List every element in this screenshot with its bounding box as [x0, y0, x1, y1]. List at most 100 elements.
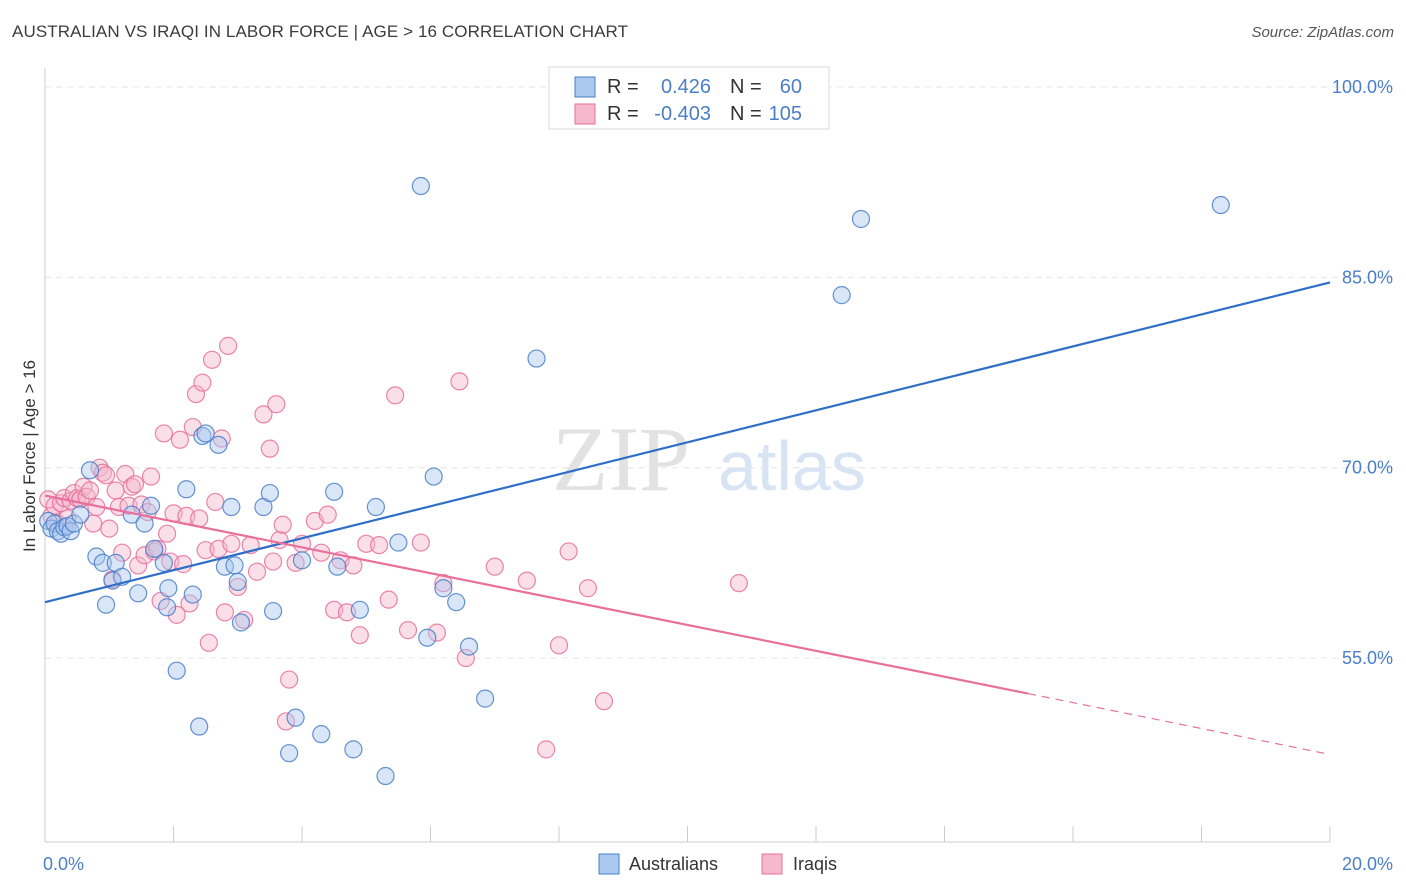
australians-point-38 — [260, 483, 279, 503]
iraqis-point-85 — [411, 533, 430, 552]
legend-r-value-2: -0.403 — [654, 103, 711, 125]
australians-point-58 — [527, 349, 546, 368]
iraqis-point-88 — [450, 372, 469, 391]
iraqis-point-19 — [100, 519, 119, 538]
legend-r-value-1: 0.426 — [661, 76, 711, 98]
bottom-legend-australians: Australians — [629, 854, 718, 874]
australians-point-60 — [851, 209, 871, 229]
iraqis-point-32 — [141, 467, 161, 486]
australians-point-35 — [228, 572, 247, 591]
y-tick-label-100: 100.0% — [1332, 77, 1393, 97]
iraqis-point-18 — [96, 466, 116, 485]
iraqis-point-65 — [267, 395, 286, 414]
iraqis-point-46 — [186, 384, 206, 404]
iraqis-point-96 — [594, 692, 614, 711]
legend-bottom: Australians Iraqis — [598, 853, 837, 875]
iraqis-point-80 — [357, 534, 376, 553]
iraqis-point-62 — [254, 405, 273, 424]
iraqis-point-82 — [379, 590, 398, 609]
iraqis-trend-line-extension — [1027, 692, 1331, 756]
iraqis-point-87 — [434, 574, 453, 593]
source-label: Source: ZipAtlas.com — [1251, 24, 1394, 41]
iraqis-point-13 — [80, 481, 100, 500]
australians-point-36 — [231, 613, 251, 632]
australians-point-18 — [129, 584, 148, 603]
legend-n-label-2: N = — [730, 103, 762, 125]
y-tick-labels: 55.0% 70.0% 85.0% 100.0% — [1332, 77, 1393, 668]
australians-point-31 — [209, 435, 228, 454]
australians-point-34 — [225, 556, 244, 575]
iraqis-point-90 — [485, 557, 504, 576]
iraqis-trend-line — [44, 494, 1029, 695]
australians-point-56 — [459, 637, 479, 656]
australians-point-48 — [366, 497, 385, 517]
australians-point-23 — [159, 579, 178, 598]
australians-point-13 — [96, 595, 116, 614]
australians-point-44 — [325, 482, 344, 501]
iraqis-point-97 — [729, 574, 749, 593]
australians-point-43 — [312, 725, 331, 744]
iraqis-point-86 — [427, 623, 447, 642]
iraqis-point-89 — [456, 648, 475, 668]
australians-point-55 — [447, 593, 466, 612]
iraqis-point-69 — [280, 670, 299, 689]
iraqis-point-61 — [247, 562, 267, 581]
y-tick-label-55: 55.0% — [1342, 648, 1393, 668]
australians-point-45 — [328, 557, 347, 576]
australians-point-12 — [93, 553, 112, 572]
chart-title: AUSTRALIAN VS IRAQI IN LABOR FORCE | AGE… — [12, 22, 629, 41]
x-tick-label-min: 0.0% — [43, 854, 84, 874]
australians-point-22 — [157, 598, 177, 617]
x-tick-label-max: 20.0% — [1342, 854, 1393, 874]
iraqis-point-36 — [154, 424, 173, 443]
iraqis-point-52 — [206, 492, 225, 512]
iraqis-point-67 — [273, 515, 292, 534]
iraqis-point-26 — [122, 477, 141, 496]
iraqis-point-56 — [219, 336, 238, 355]
iraqis-point-57 — [222, 534, 241, 553]
australians-points — [39, 176, 1230, 786]
australians-point-42 — [292, 551, 312, 570]
australians-point-49 — [376, 766, 395, 786]
australians-point-61 — [1211, 195, 1230, 215]
iraqis-point-55 — [215, 603, 234, 622]
iraqis-point-37 — [157, 524, 177, 543]
y-tick-label-85: 85.0% — [1342, 267, 1393, 287]
iraqis-point-91 — [517, 571, 536, 590]
iraqis-points — [39, 336, 749, 759]
australians-point-51 — [411, 176, 430, 196]
australians-point-50 — [389, 533, 408, 552]
iraqis-point-92 — [537, 740, 556, 759]
australians-point-41 — [286, 708, 305, 727]
iraqis-point-84 — [398, 621, 418, 640]
grid-lines — [45, 86, 1392, 659]
y-axis-label: In Labor Force | Age > 16 — [20, 360, 39, 552]
bottom-legend-swatch-iraqis — [761, 853, 783, 875]
iraqis-point-50 — [199, 633, 218, 652]
iraqis-point-58 — [228, 577, 247, 597]
watermark-atlas: atlas — [718, 427, 866, 505]
iraqis-point-68 — [276, 712, 296, 731]
trend-lines — [44, 281, 1331, 756]
iraqis-point-21 — [106, 481, 125, 500]
australians-point-24 — [154, 553, 173, 572]
legend-n-value-1: 60 — [780, 76, 802, 98]
australians-point-53 — [424, 467, 443, 486]
iraqis-point-51 — [202, 350, 222, 369]
iraqis-point-28 — [129, 556, 148, 575]
australians-point-27 — [183, 585, 202, 604]
iraqis-point-41 — [170, 430, 190, 449]
legend-r-label-1: R = — [607, 76, 639, 98]
australians-point-52 — [418, 628, 437, 647]
bottom-legend-iraqis: Iraqis — [793, 854, 837, 874]
legend-r-label-2: R = — [607, 103, 639, 125]
iraqis-point-40 — [167, 605, 186, 624]
australians-point-21 — [145, 539, 164, 558]
legend-top: R = 0.426 N = 60 R = -0.403 N = 105 — [548, 66, 830, 130]
legend-swatch-australians — [574, 76, 596, 98]
australians-point-28 — [190, 717, 209, 736]
australians-point-26 — [177, 480, 196, 499]
australians-point-33 — [222, 497, 241, 517]
iraqis-point-81 — [370, 535, 389, 555]
